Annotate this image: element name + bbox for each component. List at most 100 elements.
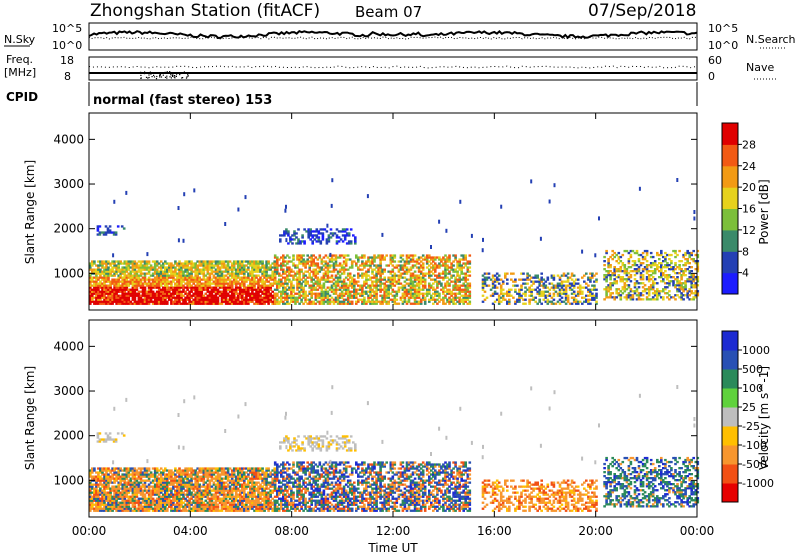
velocity-echo-cell	[103, 469, 106, 472]
power-echo-cell	[682, 290, 685, 293]
power-echo-cell	[95, 290, 98, 293]
velocity-echo-cell	[133, 481, 137, 484]
power-echo-cell	[432, 288, 435, 291]
power-echo-cell	[249, 272, 252, 275]
power-echo-cell	[355, 296, 358, 299]
power-echo-cell	[296, 280, 299, 283]
power-echo-cell	[375, 256, 378, 259]
power-echo-cell	[460, 258, 463, 261]
power-echo-cell	[224, 292, 228, 295]
power-echo-cell	[637, 258, 641, 261]
power-echo-cell	[174, 268, 177, 271]
power-echo-cell	[159, 268, 163, 271]
power-echo-cell	[216, 270, 220, 273]
power-echo-cell	[417, 278, 421, 281]
power-echo-cell	[627, 276, 631, 279]
power-echo-cell	[499, 300, 503, 303]
power-echo-cell	[312, 272, 315, 275]
power-echo-cell	[198, 280, 201, 283]
power-echo-cell	[672, 276, 675, 279]
power-echo-cell	[308, 300, 311, 303]
power-echo-speck	[676, 178, 679, 182]
velocity-echo-cell	[97, 497, 100, 500]
power-echo-cell	[581, 290, 584, 293]
power-echo-cell	[464, 280, 467, 283]
power-echo-cell	[367, 298, 370, 301]
power-echo-cell	[247, 278, 250, 281]
power-echo-cell	[131, 296, 135, 299]
power-echo-cell	[460, 284, 463, 287]
power-echo-cell	[174, 290, 177, 293]
velocity-echo-cell	[131, 481, 135, 484]
power-echo-cell	[690, 276, 693, 279]
power-echo-cell	[174, 300, 177, 303]
power-echo-cell	[216, 282, 220, 285]
power-echo-cell	[550, 300, 554, 303]
velocity-echo-cell	[129, 497, 133, 500]
power-echo-cell	[350, 262, 354, 265]
power-echo-cell	[343, 238, 347, 241]
power-echo-cell	[415, 284, 419, 287]
power-echo-cell	[536, 302, 539, 305]
power-echo-cell	[417, 284, 421, 287]
power-echo-cell	[89, 264, 92, 267]
power-echo-cell	[456, 272, 459, 275]
power-echo-cell	[236, 298, 240, 301]
power-echo-cell	[282, 264, 285, 267]
power-echo-cell	[633, 290, 637, 293]
power-echo-cell	[241, 292, 244, 295]
power-echo-cell	[284, 272, 287, 275]
velocity-echo-cell	[89, 497, 92, 500]
power-echo-cell	[468, 290, 472, 293]
power-echo-cell	[497, 274, 501, 277]
power-echo-cell	[312, 302, 315, 305]
power-echo-cell	[595, 278, 598, 281]
power-echo-cell	[623, 270, 627, 273]
velocity-echo-cell	[93, 507, 96, 510]
power-echo-cell	[224, 290, 228, 293]
velocity-echo-cell	[113, 497, 116, 500]
power-echo-cell	[162, 298, 165, 301]
power-echo-cell	[135, 302, 139, 305]
power-echo-cell	[641, 262, 645, 265]
power-echo-cell	[658, 266, 661, 269]
power-echo-cell	[194, 264, 197, 267]
power-echo-cell	[322, 256, 326, 259]
power-echo-cell	[528, 278, 531, 281]
power-echo-cell	[105, 280, 108, 283]
power-echo-cell	[273, 256, 277, 259]
power-echo-cell	[462, 278, 465, 281]
power-echo-cell	[328, 302, 332, 305]
power-echo-cell	[405, 302, 409, 305]
velocity-echo-cell	[99, 479, 102, 482]
power-echo-cell	[255, 274, 258, 277]
nave-point	[153, 76, 156, 78]
power-echo-cell	[419, 280, 423, 283]
power-echo-cell	[133, 284, 137, 287]
power-echo-cell	[172, 302, 175, 305]
power-echo-cell	[330, 280, 334, 283]
power-echo-cell	[224, 288, 228, 291]
power-echo-cell	[239, 286, 242, 289]
power-echo-cell	[206, 286, 210, 289]
power-echo-cell	[581, 276, 584, 279]
power-echo-cell	[607, 266, 610, 269]
power-echo-cell	[251, 276, 254, 279]
power-echo-cell	[147, 294, 151, 297]
power-echo-cell	[91, 294, 94, 297]
power-echo-cell	[403, 292, 407, 295]
power-echo-cell	[341, 240, 345, 243]
power-echo-cell	[200, 296, 204, 299]
power-echo-cell	[379, 294, 382, 297]
velocity-echo-cell	[99, 467, 102, 470]
power-echo-cell	[387, 302, 390, 305]
power-echo-cell	[141, 288, 145, 291]
power-echo-cell	[338, 262, 342, 265]
power-echo-cell	[105, 302, 108, 305]
power-echo-cell	[170, 264, 173, 267]
power-echo-cell	[105, 284, 108, 287]
power-echo-cell	[196, 270, 199, 273]
power-echo-cell	[292, 300, 295, 303]
velocity-echo-cell	[135, 489, 139, 492]
power-echo-cell	[119, 290, 122, 293]
